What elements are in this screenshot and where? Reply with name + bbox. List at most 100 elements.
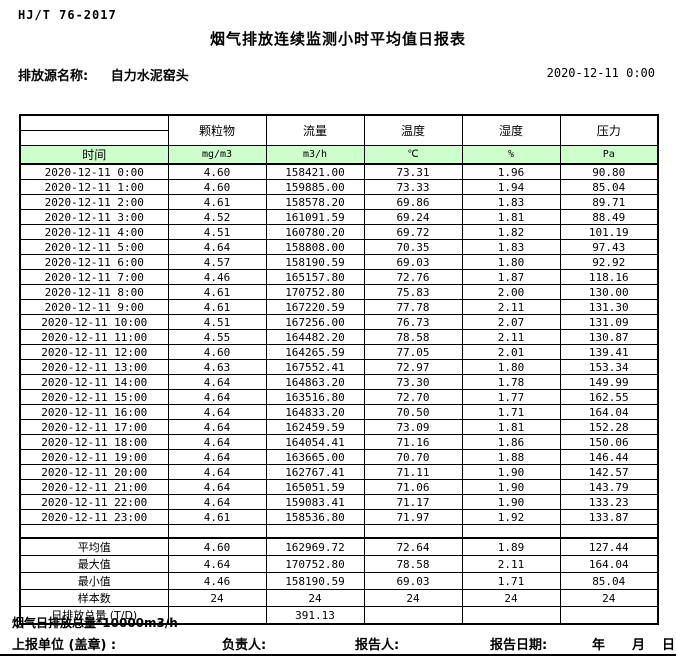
value-cell: 1.90 — [461, 464, 561, 480]
data-row: 2020-12-11 1:00 4.60 159885.00 73.33 1.94 85.… — [19, 179, 659, 195]
value-cell: 1.88 — [461, 449, 561, 465]
value-cell: 2.07 — [461, 314, 561, 330]
value-cell: 69.86 — [363, 194, 463, 210]
value-cell: 149.99 — [559, 374, 659, 390]
value-cell: 159885.00 — [265, 179, 365, 195]
value-cell: 150.06 — [559, 434, 659, 450]
value-cell: 77.05 — [363, 344, 463, 360]
value-cell: 75.83 — [363, 284, 463, 300]
value-cell: 1.90 — [461, 494, 561, 510]
row-label-cell: 2020-12-11 20:00 — [19, 464, 169, 480]
value-cell: 69.24 — [363, 209, 463, 225]
value-cell: 160780.20 — [265, 224, 365, 240]
data-row: 2020-12-11 9:00 4.61 167220.59 77.78 2.11 131… — [19, 299, 659, 315]
col-header-flow: 流量 — [265, 114, 365, 146]
value-cell: 162.55 — [559, 389, 659, 405]
header-empty-cell-bottom — [19, 130, 169, 146]
value-cell: 158536.80 — [265, 509, 365, 525]
row-label-cell: 2020-12-11 19:00 — [19, 449, 169, 465]
value-cell: 167552.41 — [265, 359, 365, 375]
value-cell: 71.06 — [363, 479, 463, 495]
value-cell: 4.64 — [167, 555, 267, 573]
row-label-cell: 2020-12-11 21:00 — [19, 479, 169, 495]
value-cell: 4.64 — [167, 449, 267, 465]
value-cell: 24 — [559, 589, 659, 607]
value-cell: 70.70 — [363, 449, 463, 465]
value-cell — [167, 524, 267, 539]
value-cell: 162969.72 — [265, 537, 365, 556]
value-cell: 130.00 — [559, 284, 659, 300]
value-cell: 146.44 — [559, 449, 659, 465]
spacer-row — [19, 524, 659, 539]
header-row-top: 颗粒物 流量 温度 湿度 压力 — [19, 114, 659, 146]
value-cell: 92.92 — [559, 254, 659, 270]
row-label-cell: 2020-12-11 8:00 — [19, 284, 169, 300]
value-cell: 133.87 — [559, 509, 659, 525]
unit-humidity: % — [461, 145, 561, 165]
source-name-value: 自力水泥窑头 — [110, 69, 189, 84]
value-cell: 4.46 — [167, 572, 267, 590]
data-row: 2020-12-11 19:00 4.64 163665.00 70.70 1.88 14… — [19, 449, 659, 465]
value-cell — [167, 606, 267, 625]
value-cell: 1.92 — [461, 509, 561, 525]
value-cell: 2.11 — [461, 329, 561, 345]
month-label: 月 — [632, 638, 646, 653]
value-cell — [559, 606, 659, 625]
value-cell: 24 — [265, 589, 365, 607]
value-cell: 2.00 — [461, 284, 561, 300]
value-cell: 2.11 — [461, 299, 561, 315]
value-cell — [265, 524, 365, 539]
value-cell: 4.61 — [167, 299, 267, 315]
value-cell: 1.77 — [461, 389, 561, 405]
value-cell — [461, 606, 561, 625]
value-cell: 167256.00 — [265, 314, 365, 330]
data-row: 2020-12-11 5:00 4.64 158808.00 70.35 1.83 97.… — [19, 239, 659, 255]
unit-temperature: ℃ — [363, 145, 463, 165]
value-cell: 1.80 — [461, 254, 561, 270]
value-cell: 131.09 — [559, 314, 659, 330]
value-cell: 165157.80 — [265, 269, 365, 285]
value-cell: 167220.59 — [265, 299, 365, 315]
value-cell — [363, 524, 463, 539]
value-cell: 85.04 — [559, 179, 659, 195]
value-cell: 391.13 — [265, 606, 365, 625]
value-cell: 72.70 — [363, 389, 463, 405]
row-label-cell: 2020-12-11 16:00 — [19, 404, 169, 420]
unit-flow: m3/h — [265, 145, 365, 165]
page-title: 烟气排放连续监测小时平均值日报表 — [209, 30, 466, 48]
value-cell: 85.04 — [559, 572, 659, 590]
value-cell: 158190.59 — [265, 572, 365, 590]
value-cell: 71.16 — [363, 434, 463, 450]
value-cell: 24 — [167, 589, 267, 607]
value-cell: 72.76 — [363, 269, 463, 285]
row-label-cell: 2020-12-11 17:00 — [19, 419, 169, 435]
value-cell: 131.30 — [559, 299, 659, 315]
row-label-cell: 2020-12-11 10:00 — [19, 314, 169, 330]
value-cell: 4.64 — [167, 464, 267, 480]
row-label-cell: 2020-12-11 0:00 — [19, 163, 169, 180]
value-cell: 70.35 — [363, 239, 463, 255]
unit-pressure: Pa — [559, 145, 659, 165]
value-cell: 4.63 — [167, 359, 267, 375]
value-cell: 69.03 — [363, 572, 463, 590]
value-cell: 164054.41 — [265, 434, 365, 450]
row-label-cell: 2020-12-11 6:00 — [19, 254, 169, 270]
value-cell: 1.87 — [461, 269, 561, 285]
value-cell: 2.11 — [461, 555, 561, 573]
row-label-cell: 2020-12-11 5:00 — [19, 239, 169, 255]
value-cell: 24 — [461, 589, 561, 607]
value-cell: 2.01 — [461, 344, 561, 360]
value-cell — [559, 524, 659, 539]
header-empty-cell-top — [19, 114, 169, 131]
data-row: 2020-12-11 18:00 4.64 164054.41 71.16 1.86 15… — [19, 434, 659, 450]
data-row: 2020-12-11 3:00 4.52 161091.59 69.24 1.81 88.… — [19, 209, 659, 225]
value-cell: 4.60 — [167, 344, 267, 360]
value-cell: 158190.59 — [265, 254, 365, 270]
source-name-label: 排放源名称: — [18, 69, 89, 84]
report-date-label: 报告日期: — [490, 638, 548, 653]
value-cell: 4.61 — [167, 284, 267, 300]
value-cell: 71.17 — [363, 494, 463, 510]
value-cell: 1.80 — [461, 359, 561, 375]
summary-row-average: 平均值 4.60 162969.72 72.64 1.89 127.44 — [19, 537, 659, 556]
responsible-person-label: 负责人: — [222, 638, 267, 653]
